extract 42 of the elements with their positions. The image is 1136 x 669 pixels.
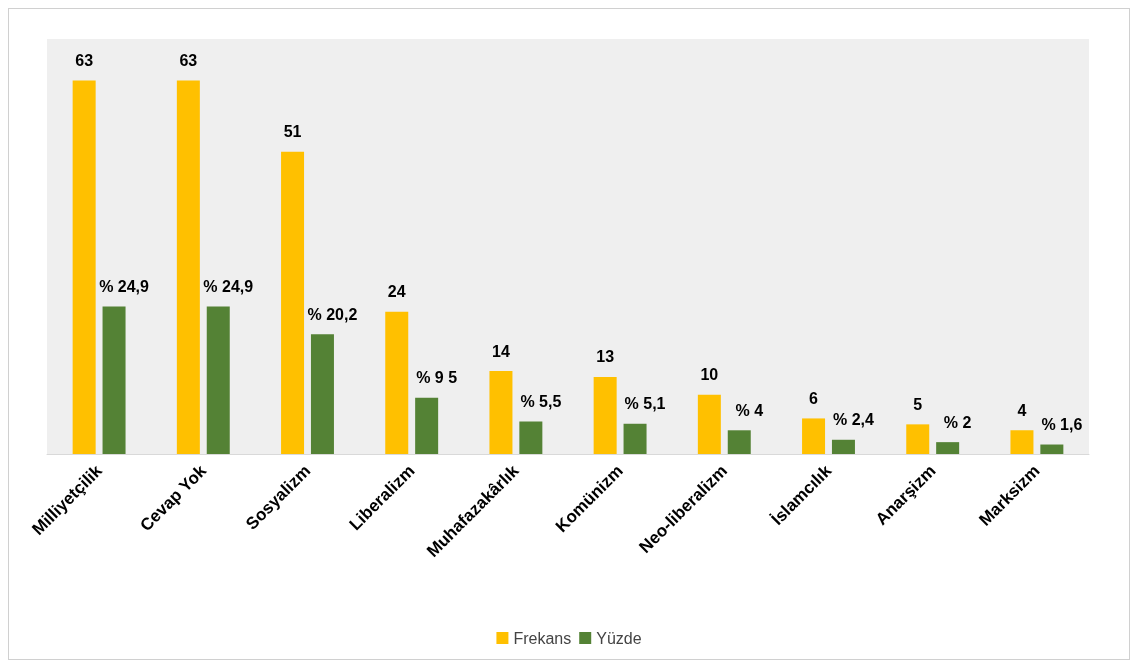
bar (72, 80, 96, 454)
data-label: 24 (387, 283, 406, 301)
bar (697, 394, 721, 454)
data-label: % 24,9 (203, 277, 254, 295)
bar (593, 376, 617, 454)
data-label: 63 (75, 52, 94, 69)
bar (831, 439, 855, 454)
data-label: % 5,5 (520, 392, 562, 410)
bar (727, 430, 751, 454)
data-label: 10 (700, 366, 719, 384)
bar (519, 421, 543, 454)
bar (102, 306, 126, 454)
legend-label: Yüzde (596, 629, 642, 647)
data-label: % 20,2 (307, 305, 358, 323)
bar (1010, 430, 1034, 454)
bar (906, 424, 930, 454)
bar (415, 397, 439, 454)
bar (936, 442, 960, 454)
data-label: % 2 (943, 413, 972, 431)
data-label: % 9 5 (416, 369, 458, 387)
bar (1040, 444, 1064, 454)
bar (206, 306, 230, 454)
data-label: 51 (283, 123, 302, 141)
data-label: % 4 (735, 401, 764, 419)
data-label: 63 (179, 52, 198, 69)
bar (310, 334, 334, 454)
data-label: 13 (596, 348, 615, 366)
data-label: % 2,4 (832, 411, 874, 429)
data-label: 6 (809, 389, 819, 407)
bar (176, 80, 200, 454)
bar (489, 371, 513, 454)
bar (385, 311, 409, 454)
data-label: 5 (913, 395, 923, 413)
data-label: % 1,6 (1041, 416, 1083, 434)
data-label: 4 (1017, 401, 1027, 419)
bar (623, 423, 647, 454)
bar (281, 151, 305, 454)
data-label: % 5,1 (624, 395, 666, 413)
data-label: 14 (492, 342, 510, 360)
data-label: % 24,9 (99, 277, 150, 295)
legend-label: Frekans (513, 629, 572, 647)
bar (802, 418, 826, 454)
